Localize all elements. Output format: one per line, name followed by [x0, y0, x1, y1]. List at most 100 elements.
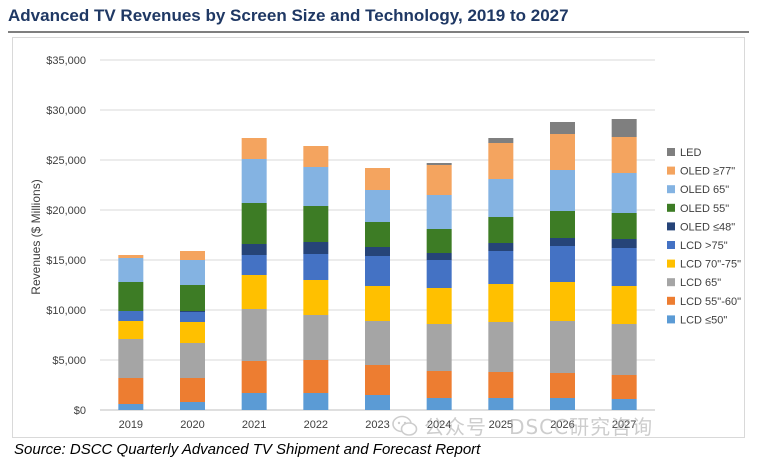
bar-segment — [426, 253, 452, 260]
bar-stacks — [118, 119, 637, 410]
watermark-text: 公众号 · DSCC研究咨询 — [424, 415, 654, 439]
bar-segment — [365, 365, 390, 395]
legend-label: LCD 65" — [680, 277, 721, 289]
legend-label: LCD ≤50" — [680, 314, 727, 326]
bar-segment — [426, 288, 452, 324]
bar-segment — [488, 243, 514, 251]
x-tick-label: 2021 — [242, 419, 266, 431]
x-tick-label: 2022 — [304, 419, 328, 431]
bar-segment — [611, 173, 637, 213]
y-tick-label: $0 — [74, 405, 86, 417]
bar-segment — [118, 404, 144, 410]
bar-segment — [180, 260, 205, 285]
x-tick-label: 2027 — [612, 419, 636, 431]
bar-segment — [241, 255, 267, 275]
source-note: Source: DSCC Quarterly Advanced TV Shipm… — [14, 441, 481, 458]
bar-segment — [241, 138, 267, 159]
bar-segment — [303, 206, 329, 242]
legend-label: OLED ≥77" — [680, 166, 735, 178]
bar-segment — [550, 134, 575, 170]
legend-label: OLED ≤48" — [680, 221, 735, 233]
bar-segment — [488, 217, 514, 243]
bar-segment — [426, 398, 452, 410]
x-tick-label: 2024 — [427, 419, 451, 431]
bar-segment — [611, 324, 637, 375]
legend-label: OLED 55" — [680, 203, 729, 215]
legend-label: LED — [680, 147, 701, 159]
bar-segment — [365, 222, 390, 247]
bar-segment — [241, 203, 267, 244]
legend-swatch — [667, 166, 675, 175]
bar-segment — [426, 371, 452, 398]
bar-segment — [180, 378, 205, 402]
bar-segment — [241, 393, 267, 410]
legend: LED OLED ≥77" OLED 65" OLED 55" OLED ≤48" LCD… — [667, 147, 741, 326]
wechat-icon — [392, 415, 418, 436]
x-tick-label: 2019 — [119, 419, 143, 431]
bar-segment — [180, 402, 205, 410]
bar-segment — [303, 393, 329, 410]
bar-segment — [488, 372, 514, 398]
bar-segment — [303, 254, 329, 280]
bar-segment — [118, 311, 144, 321]
y-tick-label: $10,000 — [46, 305, 86, 317]
bar-segment — [180, 285, 205, 311]
bar-segment — [611, 239, 637, 248]
bar-segment — [488, 398, 514, 410]
bar-segment — [488, 138, 514, 143]
bar-segment — [241, 275, 267, 309]
bar-segment — [365, 190, 390, 222]
bar-segment — [488, 251, 514, 284]
bar-segment — [241, 309, 267, 361]
bar-segment — [550, 170, 575, 211]
bar-segment — [611, 286, 637, 324]
bar-segment — [426, 163, 452, 165]
bar-segment — [488, 322, 514, 372]
x-tick-label: 2026 — [550, 419, 574, 431]
watermark: 公众号 · DSCC研究咨询 — [392, 411, 653, 440]
bar-segment — [365, 321, 390, 365]
y-tick-label: $15,000 — [46, 255, 86, 267]
y-axis-label: Revenues ($ Millions) — [29, 179, 43, 294]
legend-label: LCD 55"-60" — [680, 296, 741, 308]
bar-segment — [118, 321, 144, 339]
legend-swatch — [667, 315, 675, 324]
bar-segment — [303, 242, 329, 254]
x-tick-label: 2025 — [489, 419, 513, 431]
bar-segment — [241, 159, 267, 203]
bar-segment — [303, 315, 329, 360]
bar-segment — [180, 343, 205, 378]
bar-segment — [180, 311, 205, 312]
bar-segment — [426, 165, 452, 195]
bar-segment — [303, 167, 329, 206]
bar-segment — [488, 143, 514, 179]
legend-label: OLED 65" — [680, 184, 729, 196]
bar-segment — [118, 282, 144, 311]
bar-segment — [118, 378, 144, 404]
bar-segment — [611, 137, 637, 173]
bar-segment — [488, 179, 514, 217]
chart-frame — [12, 37, 745, 438]
title-divider — [8, 31, 749, 33]
chart-title: Advanced TV Revenues by Screen Size and … — [8, 6, 569, 25]
bar-segment — [426, 195, 452, 229]
legend-label: LCD 70"-75" — [680, 259, 741, 271]
legend-swatch — [667, 203, 675, 212]
bar-segment — [550, 398, 575, 410]
bar-segment — [550, 122, 575, 134]
bar-segment — [365, 247, 390, 256]
legend-swatch — [667, 241, 675, 249]
bar-segment — [611, 119, 637, 137]
bar-segment — [365, 168, 390, 190]
bar-segment — [426, 324, 452, 371]
y-tick-label: $25,000 — [46, 155, 86, 167]
bar-segment — [550, 373, 575, 398]
bar-segment — [488, 284, 514, 322]
bar-segment — [550, 238, 575, 246]
legend-label: LCD >75" — [680, 240, 728, 252]
bar-segment — [365, 286, 390, 321]
legend-swatch — [667, 222, 675, 231]
bar-segment — [550, 211, 575, 238]
legend-swatch — [667, 185, 675, 194]
